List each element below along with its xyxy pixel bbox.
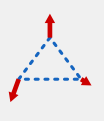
FancyArrow shape <box>9 78 21 102</box>
FancyArrow shape <box>45 14 55 38</box>
FancyArrow shape <box>80 76 92 85</box>
